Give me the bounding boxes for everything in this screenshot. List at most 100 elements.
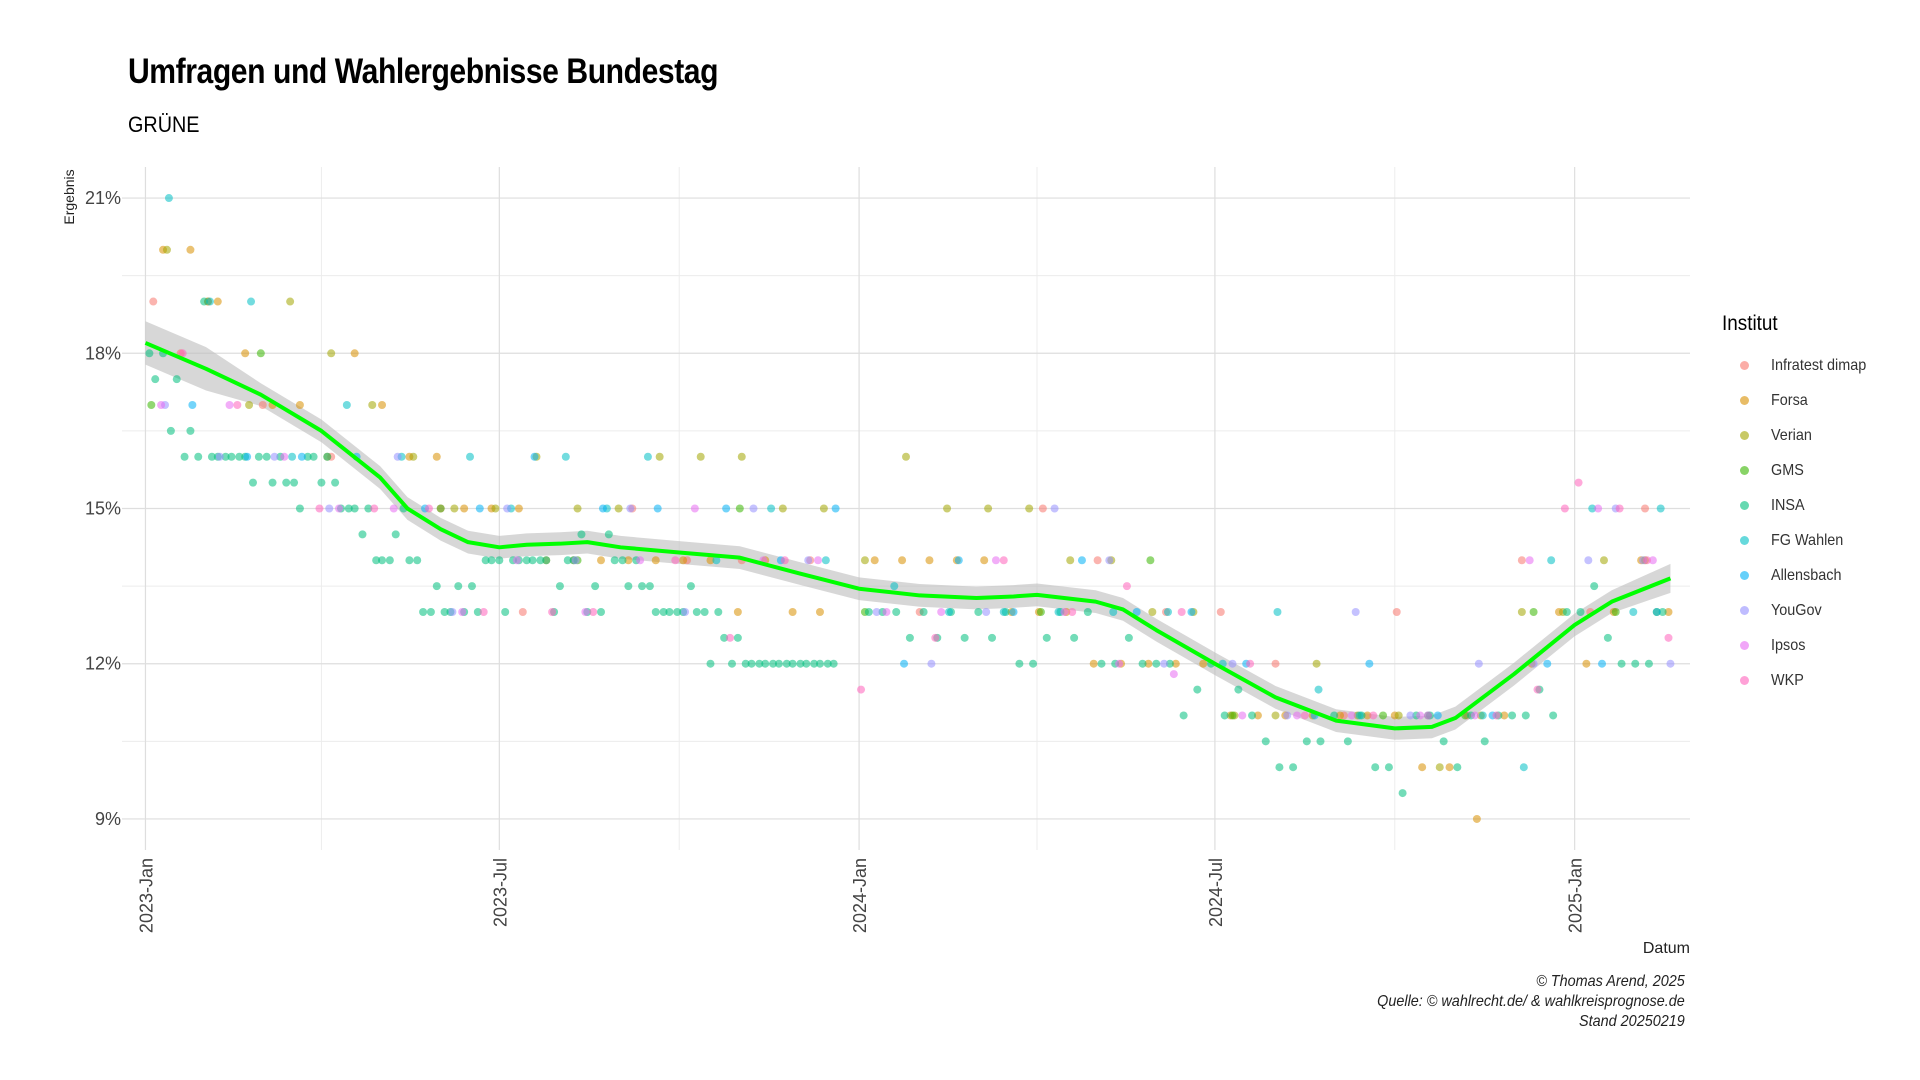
data-point-insa (988, 634, 996, 642)
data-point-wkp (1534, 686, 1542, 694)
data-point-insa (1125, 634, 1133, 642)
data-point-insa (556, 582, 564, 590)
data-point-allensbach (1434, 711, 1442, 719)
data-point-yougov (804, 556, 812, 564)
data-point-forsa (1446, 763, 1454, 771)
data-point-forsa (433, 453, 441, 461)
data-point-insa (151, 375, 159, 383)
trend-line (145, 343, 1670, 728)
data-point-insa (255, 453, 263, 461)
data-point-wkp (370, 505, 378, 513)
data-point-insa (714, 608, 722, 616)
data-point-forsa (460, 505, 468, 513)
data-point-wkp (671, 556, 679, 564)
data-point-gms (1530, 608, 1538, 616)
data-point-fg-wahlen (822, 556, 830, 564)
data-point-insa (269, 479, 277, 487)
data-point-fg-wahlen (1520, 763, 1528, 771)
data-point-ipsos (1060, 608, 1068, 616)
data-point-infratest-dimap (519, 608, 527, 616)
data-point-forsa (925, 556, 933, 564)
data-point-forsa (652, 556, 660, 564)
data-point-insa (1631, 660, 1639, 668)
data-point-insa (1098, 660, 1106, 668)
x-axis-title: Datum (1643, 940, 1690, 957)
data-point-insa (624, 582, 632, 590)
data-point-insa (1508, 711, 1516, 719)
data-point-yougov (270, 453, 278, 461)
data-point-ipsos (937, 608, 945, 616)
data-point-insa (1248, 711, 1256, 719)
data-point-wkp (1000, 556, 1008, 564)
data-point-verian (738, 453, 746, 461)
data-point-insa (454, 582, 462, 590)
data-point-infratest-dimap (149, 298, 157, 306)
data-point-insa (1139, 660, 1147, 668)
data-point-forsa (898, 556, 906, 564)
data-point-fg-wahlen (1657, 505, 1665, 513)
data-point-insa (605, 530, 613, 538)
data-point-yougov (626, 505, 634, 513)
data-point-insa (802, 660, 810, 668)
data-point-insa (734, 634, 742, 642)
data-point-insa (317, 479, 325, 487)
data-point-wkp (548, 608, 556, 616)
data-point-ipsos (1471, 711, 1479, 719)
x-tick-label: 2023-Jan (136, 858, 156, 933)
legend-dot (1740, 466, 1749, 475)
data-point-insa (728, 660, 736, 668)
data-point-fg-wahlen (1273, 608, 1281, 616)
data-point-wkp (480, 608, 488, 616)
y-tick-label: 18% (85, 343, 121, 363)
data-point-insa (433, 582, 441, 590)
legend-label: Ipsos (1771, 637, 1805, 655)
data-point-insa (186, 427, 194, 435)
data-point-verian (1025, 505, 1033, 513)
data-point-fg-wahlen (1164, 608, 1172, 616)
data-point-wkp (1492, 711, 1500, 719)
data-point-ipsos (458, 608, 466, 616)
data-point-insa (701, 608, 709, 616)
data-point-allensbach (243, 453, 251, 461)
data-point-infratest-dimap (1094, 556, 1102, 564)
data-point-fg-wahlen (1000, 608, 1008, 616)
data-point-allensbach (599, 505, 607, 513)
data-point-wkp (1178, 608, 1186, 616)
data-point-yougov (1283, 711, 1291, 719)
data-point-insa (816, 660, 824, 668)
legend-dot (1740, 431, 1749, 440)
data-point-insa (1549, 711, 1557, 719)
data-point-yougov (1352, 608, 1360, 616)
data-point-wkp (1369, 711, 1377, 719)
data-point-insa (1618, 660, 1626, 668)
data-point-insa (249, 479, 257, 487)
data-point-insa (1015, 660, 1023, 668)
data-point-yougov (503, 505, 511, 513)
data-point-insa (290, 479, 298, 487)
data-point-ipsos (226, 401, 234, 409)
data-point-wkp (781, 556, 789, 564)
legend-dot (1740, 501, 1749, 510)
data-point-fg-wahlen (1315, 686, 1323, 694)
data-point-wkp (1068, 608, 1076, 616)
data-point-allensbach (955, 556, 963, 564)
data-point-verian (1600, 556, 1608, 564)
data-point-insa (611, 556, 619, 564)
data-point-ipsos (1293, 711, 1301, 719)
data-point-verian (1313, 660, 1321, 668)
legend-item: Allensbach (1722, 558, 1877, 593)
data-point-forsa (679, 556, 687, 564)
data-point-yougov (1406, 711, 1414, 719)
legend-label: YouGov (1771, 602, 1822, 620)
legend-item: Verian (1722, 418, 1877, 453)
data-point-insa (529, 556, 537, 564)
legend-dot (1740, 606, 1749, 615)
caption-source: Quelle: © wahlrecht.de/ & wahlkreisprogn… (1377, 992, 1685, 1012)
data-point-verian (820, 505, 828, 513)
data-point-insa (488, 556, 496, 564)
data-point-fg-wahlen (1547, 556, 1555, 564)
data-point-insa (646, 582, 654, 590)
data-point-insa (351, 505, 359, 513)
data-point-wkp (1561, 505, 1569, 513)
data-point-insa (1440, 737, 1448, 745)
